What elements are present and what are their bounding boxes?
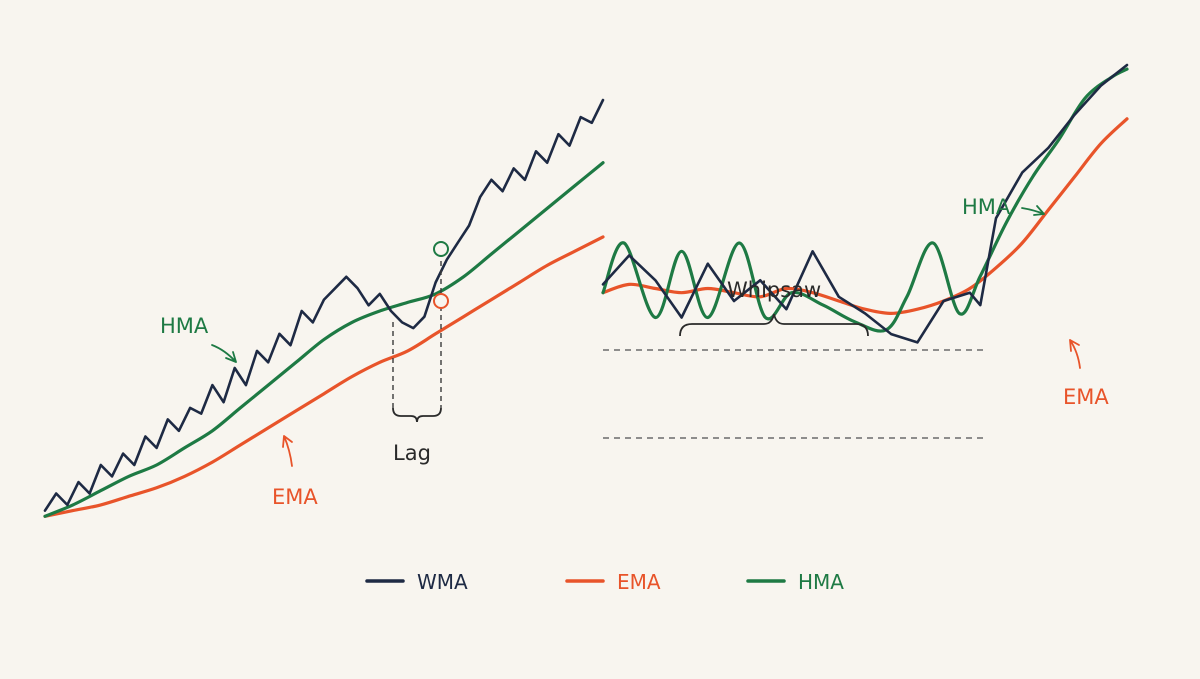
left-ema-arrow: [282, 435, 293, 467]
lag-label: Lag: [393, 441, 431, 465]
legend-item-hma: HMA: [746, 570, 844, 594]
right-series-group: [601, 63, 1129, 344]
right-series-hma-line: [601, 67, 1129, 333]
right-series-wma-line: [601, 63, 1129, 344]
legend-item-ema: EMA: [565, 570, 661, 594]
whipsaw-brace: [679, 313, 869, 337]
legend-label-hma: HMA: [798, 570, 844, 594]
left-series-ema-line: [43, 235, 605, 518]
ema-crossover-marker: [433, 293, 449, 309]
right-ema-label: EMA: [1063, 385, 1109, 409]
legend-label-ema: EMA: [617, 570, 661, 594]
left-panel: Lag HMA EMA: [43, 98, 605, 518]
hma-crossover-marker: [433, 241, 449, 257]
left-series-wma-line: [43, 98, 605, 512]
legend: WMA EMA HMA: [365, 570, 844, 594]
left-series-hma-line: [43, 161, 605, 518]
legend-label-wma: WMA: [417, 570, 468, 594]
lag-bracket: [392, 407, 442, 423]
left-series-group: [43, 98, 605, 518]
left-hma-arrow: [211, 344, 237, 363]
right-panel: Whipsaw HMA EMA: [601, 63, 1129, 439]
right-hma-arrow: [1021, 205, 1045, 216]
left-ema-label: EMA: [272, 485, 318, 509]
whipsaw-label: Whipsaw: [727, 278, 821, 302]
right-ema-arrow: [1069, 339, 1081, 369]
right-series-ema-line: [601, 117, 1129, 315]
left-hma-label: HMA: [160, 314, 209, 338]
right-hma-label: HMA: [962, 195, 1011, 219]
legend-item-wma: WMA: [365, 570, 468, 594]
